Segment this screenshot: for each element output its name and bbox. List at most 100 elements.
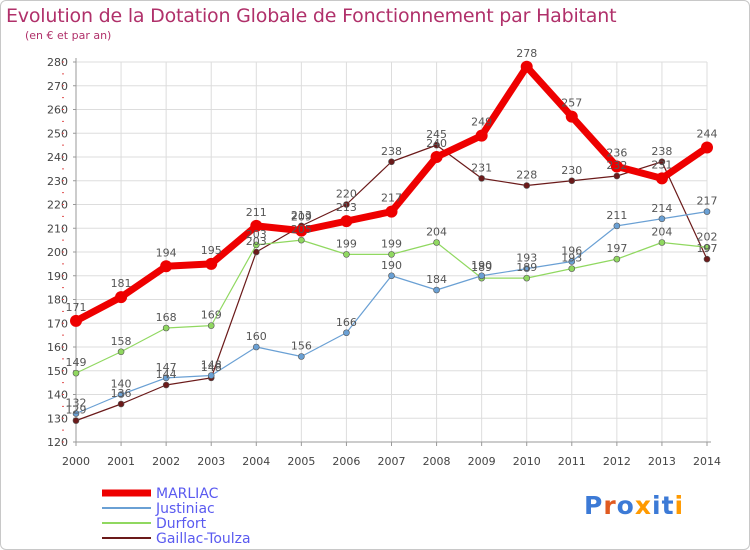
series-group xyxy=(70,60,713,424)
data-label-marliac: 231 xyxy=(651,158,672,171)
data-point-gaillac-toulza xyxy=(117,400,125,408)
x-tick-label: 2006 xyxy=(332,455,360,468)
data-label-justiniac: 211 xyxy=(606,209,627,222)
proxiti-logo: Proxiti xyxy=(584,491,684,520)
x-tick-label: 2013 xyxy=(648,455,676,468)
x-tick-label: 2007 xyxy=(378,455,406,468)
data-label-marliac: 171 xyxy=(66,301,87,314)
data-point-justiniac xyxy=(72,410,80,417)
data-label-justiniac: 190 xyxy=(471,259,492,272)
data-point-justiniac xyxy=(613,222,621,230)
data-point-gaillac-toulza xyxy=(343,201,350,208)
y-tick-label: 240 xyxy=(47,151,68,164)
data-point-gaillac-toulza xyxy=(162,381,170,389)
data-point-marliac xyxy=(205,257,218,270)
data-label-justiniac: 184 xyxy=(426,273,447,286)
y-tick-label: 140 xyxy=(47,389,68,402)
x-tick-label: 2004 xyxy=(242,455,270,468)
data-label-marliac: 249 xyxy=(471,116,492,129)
logo-letter: x xyxy=(634,491,652,520)
data-label-gaillac-toulza: 197 xyxy=(697,242,718,255)
data-point-marliac xyxy=(430,151,443,163)
data-label-marliac: 209 xyxy=(291,211,312,224)
data-point-marliac xyxy=(565,110,578,123)
legend-label-justiniac: Justiniac xyxy=(155,501,215,517)
data-point-marliac xyxy=(160,260,173,273)
x-tick-label: 2003 xyxy=(197,455,225,468)
data-point-marliac xyxy=(520,60,533,73)
chart-title: Evolution de la Dotation Globale de Fonc… xyxy=(6,5,617,27)
data-label-justiniac: 196 xyxy=(561,245,582,258)
data-point-marliac xyxy=(115,291,128,304)
data-label-justiniac: 190 xyxy=(381,259,402,272)
x-tick-label: 2014 xyxy=(693,455,721,468)
data-label-marliac: 211 xyxy=(246,206,267,219)
data-label-justiniac: 140 xyxy=(111,378,132,391)
x-tick-label: 2000 xyxy=(62,455,90,468)
data-point-marliac xyxy=(701,141,713,154)
data-point-durfort xyxy=(433,239,440,246)
x-tick-label: 2011 xyxy=(558,455,586,468)
legend-label-gaillac-toulza: Gaillac-Toulza xyxy=(156,531,251,547)
data-point-marliac xyxy=(250,219,263,232)
logo-letter: r xyxy=(603,491,617,520)
data-label-justiniac: 214 xyxy=(651,202,672,215)
data-label-durfort: 158 xyxy=(111,335,132,348)
data-label-gaillac-toulza: 220 xyxy=(336,188,357,201)
data-point-durfort xyxy=(568,265,576,272)
data-label-gaillac-toulza: 129 xyxy=(66,404,87,417)
data-point-marliac xyxy=(610,160,623,173)
data-point-marliac xyxy=(70,314,82,327)
data-label-justiniac: 193 xyxy=(516,252,537,265)
y-tick-label: 210 xyxy=(47,222,68,235)
data-point-justiniac xyxy=(252,343,260,351)
data-label-marliac: 236 xyxy=(606,147,627,160)
y-tick-label: 200 xyxy=(47,246,68,259)
data-label-marliac: 240 xyxy=(426,137,447,150)
data-point-justiniac xyxy=(207,372,215,379)
data-label-durfort: 204 xyxy=(651,226,672,239)
y-tick-label: 160 xyxy=(47,341,68,354)
data-label-gaillac-toulza: 203 xyxy=(246,235,267,248)
data-label-marliac: 257 xyxy=(561,97,582,110)
data-point-durfort xyxy=(343,251,350,258)
x-tick-label: 2001 xyxy=(107,455,135,468)
data-point-gaillac-toulza xyxy=(72,417,80,424)
data-point-gaillac-toulza xyxy=(523,182,531,189)
data-point-gaillac-toulza xyxy=(658,158,666,166)
data-label-marliac: 217 xyxy=(381,192,402,205)
data-point-marliac xyxy=(340,215,353,228)
data-point-justiniac xyxy=(162,374,170,382)
data-point-justiniac xyxy=(343,329,350,337)
data-label-durfort: 193 xyxy=(561,252,582,265)
logo-letter: i xyxy=(674,491,685,520)
data-label-justiniac: 147 xyxy=(156,361,177,374)
data-point-justiniac xyxy=(433,286,440,294)
y-tick-label: 190 xyxy=(47,270,68,283)
data-label-gaillac-toulza: 231 xyxy=(471,161,492,174)
data-point-durfort xyxy=(72,369,80,377)
y-tick-label: 220 xyxy=(47,199,68,212)
data-label-marliac: 194 xyxy=(156,246,177,259)
data-point-durfort xyxy=(703,243,711,251)
y-tick-label: 170 xyxy=(47,317,68,330)
data-label-durfort: 204 xyxy=(426,226,447,239)
data-label-justiniac: 160 xyxy=(246,330,267,343)
y-tick-label: 260 xyxy=(47,104,68,117)
y-tick-label: 130 xyxy=(47,412,68,425)
data-label-justiniac: 217 xyxy=(697,195,718,208)
y-tick-label: 150 xyxy=(47,365,68,378)
data-label-durfort: 199 xyxy=(336,237,357,250)
data-point-justiniac xyxy=(703,208,711,215)
data-label-gaillac-toulza: 228 xyxy=(516,169,537,182)
data-point-justiniac xyxy=(388,272,395,280)
data-label-gaillac-toulza: 213 xyxy=(291,209,312,222)
data-label-gaillac-toulza: 136 xyxy=(111,387,132,400)
data-label-durfort: 189 xyxy=(471,261,492,274)
data-point-gaillac-toulza xyxy=(388,158,395,166)
data-point-durfort xyxy=(523,274,531,282)
y-tick-label: 120 xyxy=(47,436,68,449)
